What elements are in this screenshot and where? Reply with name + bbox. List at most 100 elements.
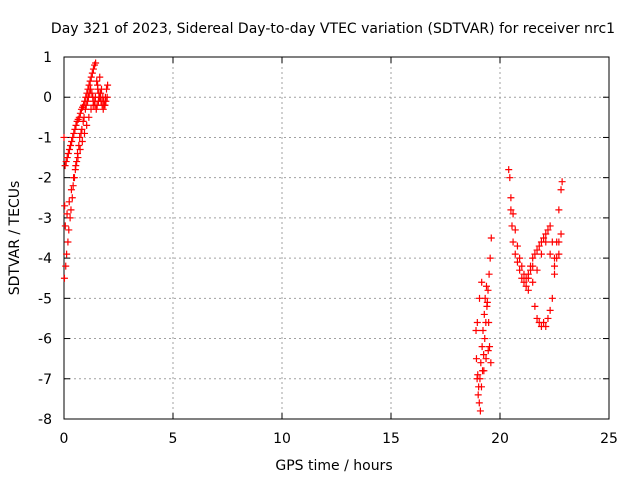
data-point-segment-early bbox=[69, 133, 77, 141]
data-point-segment-early bbox=[87, 105, 95, 113]
data-point-segment-early bbox=[102, 97, 110, 105]
data-point-segment-early bbox=[68, 137, 76, 145]
data-point-segment-early bbox=[80, 129, 88, 137]
data-point-segment-late bbox=[487, 234, 495, 242]
data-point-segment-late bbox=[486, 254, 494, 262]
data-point-segment-early bbox=[99, 105, 107, 113]
x-tick-label: 5 bbox=[169, 431, 178, 447]
data-point-segment-late bbox=[475, 383, 483, 391]
data-point-segment-early bbox=[63, 154, 71, 162]
data-point-segment-late bbox=[472, 355, 480, 363]
data-point-segment-late bbox=[482, 355, 490, 363]
data-point-segment-late bbox=[507, 206, 515, 214]
data-point-segment-late bbox=[533, 314, 541, 322]
x-tick-label: 15 bbox=[382, 431, 400, 447]
data-point-segment-late bbox=[486, 343, 494, 351]
data-point-segment-early bbox=[87, 73, 95, 81]
y-tick-label: -5 bbox=[38, 291, 52, 307]
data-points bbox=[60, 59, 566, 415]
data-point-segment-early bbox=[86, 77, 94, 85]
data-point-segment-early bbox=[67, 141, 75, 149]
data-point-segment-late bbox=[551, 270, 558, 278]
y-axis-label: SDTVAR / TECUs bbox=[7, 181, 23, 296]
data-point-segment-early bbox=[72, 162, 80, 170]
data-point-segment-late bbox=[557, 230, 565, 238]
data-point-segment-late bbox=[509, 210, 517, 218]
data-point-segment-late bbox=[484, 347, 492, 355]
data-point-segment-late bbox=[557, 186, 565, 194]
data-point-segment-early bbox=[65, 198, 73, 206]
data-point-segment-late bbox=[558, 178, 566, 186]
data-point-segment-early bbox=[84, 97, 92, 105]
data-point-segment-early bbox=[89, 65, 97, 73]
data-point-segment-late bbox=[474, 371, 482, 379]
data-point-segment-late bbox=[555, 250, 563, 258]
data-point-segment-late bbox=[542, 238, 550, 246]
data-point-segment-early bbox=[78, 125, 86, 133]
data-point-segment-late bbox=[548, 294, 556, 302]
data-point-segment-early bbox=[104, 81, 112, 89]
data-point-segment-late bbox=[506, 174, 514, 182]
data-point-segment-late bbox=[533, 266, 541, 274]
data-point-segment-early bbox=[71, 125, 79, 133]
data-point-segment-late bbox=[484, 286, 492, 294]
x-axis-label: GPS time / hours bbox=[275, 458, 392, 474]
data-point-segment-late bbox=[546, 250, 554, 258]
data-point-segment-early bbox=[63, 210, 71, 218]
data-point-segment-late bbox=[472, 327, 480, 335]
data-point-segment-late bbox=[475, 399, 483, 407]
data-point-segment-early bbox=[88, 89, 96, 97]
data-point-segment-early bbox=[64, 150, 72, 158]
data-point-segment-late bbox=[485, 318, 493, 326]
data-point-segment-early bbox=[70, 174, 78, 182]
data-point-segment-early bbox=[68, 194, 76, 202]
axis-ticks bbox=[63, 56, 610, 420]
data-point-segment-early bbox=[88, 69, 96, 77]
x-axis-tick-labels: 0 5 10 15 20 25 bbox=[60, 431, 618, 447]
data-point-segment-late bbox=[544, 314, 552, 322]
data-point-segment-late bbox=[533, 246, 541, 254]
data-point-segment-late bbox=[478, 343, 486, 351]
data-point-segment-late bbox=[508, 222, 516, 230]
data-point-segment-late bbox=[531, 302, 539, 310]
data-point-segment-late bbox=[477, 359, 485, 367]
data-point-segment-early bbox=[72, 121, 80, 129]
data-point-segment-late bbox=[516, 266, 524, 274]
y-tick-label: -7 bbox=[38, 372, 52, 388]
data-point-segment-late bbox=[555, 238, 563, 246]
data-point-segment-early bbox=[85, 81, 93, 89]
data-point-segment-early bbox=[82, 101, 90, 109]
x-tick-label: 25 bbox=[600, 431, 618, 447]
data-point-segment-late bbox=[476, 375, 484, 383]
data-point-segment-early bbox=[101, 101, 109, 109]
data-point-segment-late bbox=[548, 238, 556, 246]
data-point-segment-early bbox=[61, 202, 69, 210]
data-point-segment-late bbox=[485, 270, 493, 278]
data-point-segment-late bbox=[480, 310, 488, 318]
grid bbox=[64, 57, 609, 419]
data-point-segment-late bbox=[527, 262, 535, 270]
data-point-segment-late bbox=[476, 294, 484, 302]
plot-frame bbox=[63, 56, 610, 420]
data-point-segment-early bbox=[67, 206, 75, 214]
data-point-segment-late bbox=[509, 238, 517, 246]
data-point-segment-early bbox=[61, 162, 69, 170]
data-point-segment-early bbox=[73, 158, 81, 166]
data-point-segment-late bbox=[551, 262, 558, 270]
y-tick-label: 1 bbox=[43, 50, 52, 66]
data-point-segment-early bbox=[76, 133, 84, 141]
data-point-segment-early bbox=[94, 81, 102, 89]
y-tick-label: -6 bbox=[38, 332, 52, 348]
data-point-segment-late bbox=[520, 278, 528, 286]
data-point-segment-early bbox=[60, 274, 68, 282]
data-point-segment-late bbox=[507, 194, 515, 202]
data-point-segment-early bbox=[103, 93, 111, 101]
data-point-segment-early bbox=[66, 214, 74, 222]
data-point-segment-early bbox=[91, 93, 99, 101]
data-point-segment-late bbox=[542, 322, 550, 330]
data-point-segment-early bbox=[64, 238, 72, 246]
data-point-segment-late bbox=[481, 335, 489, 343]
data-point-segment-early bbox=[89, 101, 97, 109]
data-point-segment-late bbox=[546, 222, 554, 230]
data-point-segment-late bbox=[482, 282, 490, 290]
